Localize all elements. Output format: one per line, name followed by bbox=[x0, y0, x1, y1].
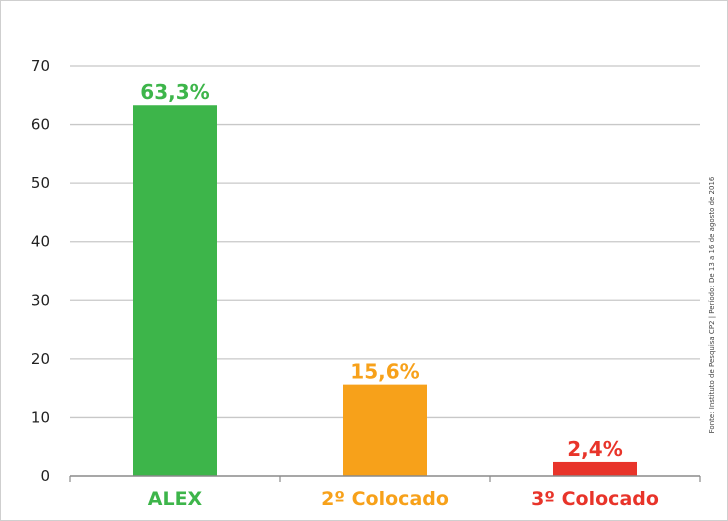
source-note: Fonte: Instituto de Pesquisa CP2 | Perío… bbox=[708, 176, 716, 433]
bar bbox=[343, 384, 427, 476]
category-label: 2º Colocado bbox=[321, 488, 449, 510]
y-tick-label: 70 bbox=[31, 57, 50, 75]
y-tick-label: 40 bbox=[31, 233, 50, 251]
y-tick-label: 0 bbox=[40, 467, 50, 485]
y-axis-ticks: 0 10 20 30 40 50 60 70 bbox=[31, 57, 50, 485]
y-tick-label: 30 bbox=[31, 291, 50, 309]
y-tick-label: 20 bbox=[31, 350, 50, 368]
data-label: 2,4% bbox=[567, 437, 622, 461]
data-label: 15,6% bbox=[350, 360, 419, 384]
category-label: ALEX bbox=[148, 488, 203, 510]
y-tick-label: 60 bbox=[31, 116, 50, 134]
data-labels: 63,3% 15,6% 2,4% bbox=[140, 80, 622, 461]
bar bbox=[553, 461, 637, 476]
category-label: 3º Colocado bbox=[531, 488, 659, 510]
y-tick-label: 50 bbox=[31, 174, 50, 192]
y-tick-label: 10 bbox=[31, 408, 50, 426]
data-label: 63,3% bbox=[140, 80, 209, 104]
category-labels: ALEX 2º Colocado 3º Colocado bbox=[148, 488, 659, 510]
bar bbox=[133, 105, 217, 476]
bars bbox=[69, 105, 701, 482]
